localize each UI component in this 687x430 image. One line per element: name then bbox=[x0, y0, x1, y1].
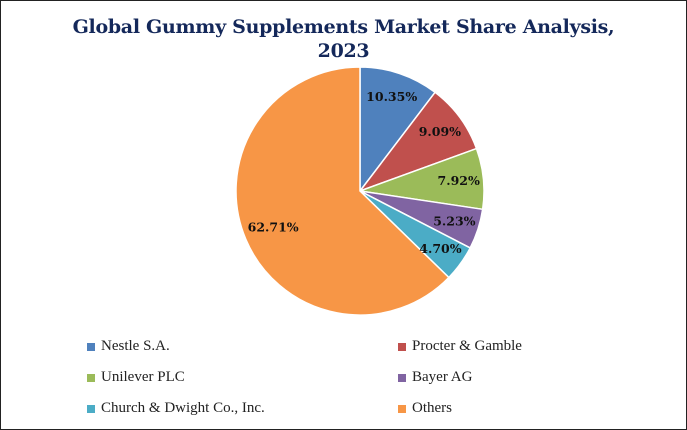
legend-label: Unilever PLC bbox=[101, 369, 185, 385]
data-label: 10.35% bbox=[366, 89, 417, 104]
data-label: 62.71% bbox=[248, 220, 299, 235]
data-label: 9.09% bbox=[419, 124, 461, 139]
data-label: 4.70% bbox=[419, 241, 461, 256]
chart-title-line-1: Global Gummy Supplements Market Share An… bbox=[72, 16, 615, 38]
pie-slice-nestle-s-a- bbox=[359, 66, 437, 194]
chart-title-line-2: 2023 bbox=[317, 40, 370, 62]
legend-swatch bbox=[398, 373, 406, 382]
legend-swatch bbox=[87, 373, 95, 382]
legend-label: Procter & Gamble bbox=[412, 338, 522, 354]
legend-swatch bbox=[398, 404, 406, 413]
data-label: 5.23% bbox=[433, 214, 475, 229]
legend-item: Church & Dwight Co., Inc. bbox=[87, 400, 265, 417]
legend-swatch bbox=[87, 404, 95, 413]
legend-swatch bbox=[398, 342, 406, 351]
pie-slice-others bbox=[235, 66, 450, 316]
data-label: 7.92% bbox=[438, 173, 480, 188]
legend-item: Procter & Gamble bbox=[398, 338, 522, 355]
legend-item: Bayer AG bbox=[398, 369, 472, 386]
legend-label: Bayer AG bbox=[412, 369, 473, 385]
legend-label: Others bbox=[412, 400, 452, 416]
legend-item: Nestle S.A. bbox=[87, 338, 170, 355]
legend-item: Others bbox=[398, 400, 452, 417]
legend-label: Church & Dwight Co., Inc. bbox=[101, 400, 265, 416]
chart-title: Global Gummy Supplements Market Share An… bbox=[1, 15, 686, 63]
legend-swatch bbox=[87, 342, 95, 351]
legend-label: Nestle S.A. bbox=[101, 338, 170, 354]
legend-item: Unilever PLC bbox=[87, 369, 185, 386]
